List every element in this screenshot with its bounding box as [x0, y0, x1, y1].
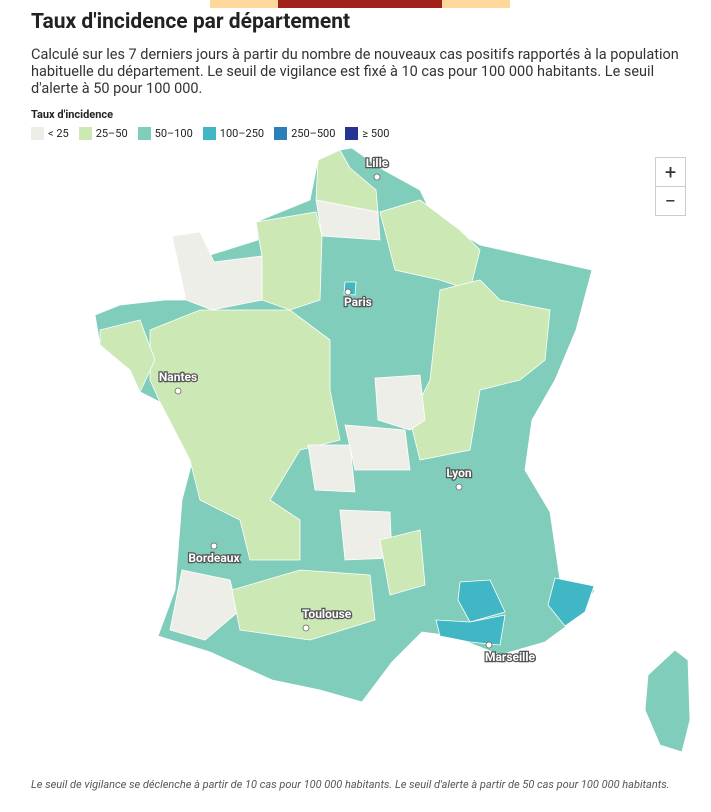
legend: < 25 25–50 50–100 100–250 250–500 ≥ 500: [31, 127, 389, 140]
region: [374, 374, 426, 431]
zoom-out[interactable]: −: [655, 186, 686, 216]
legend-item: < 25: [31, 127, 69, 140]
legend-label: 100–250: [219, 127, 265, 140]
title: Taux d'incidence par département: [31, 10, 351, 34]
legend-label: ≥ 500: [362, 127, 390, 140]
legend-item: 50–100: [137, 127, 193, 140]
city-label: Paris: [344, 295, 372, 309]
legend-label: 250–500: [291, 127, 336, 140]
footer-note: Le seuil de vigilance se déclenche à par…: [31, 778, 670, 791]
region: [149, 309, 341, 561]
legend-label: 25–50: [95, 127, 128, 140]
legend-item: ≥ 500: [345, 127, 389, 140]
region: [644, 649, 691, 753]
map: Lille Paris Nantes Lyon Bordeaux Toulouse Mars…: [94, 147, 691, 753]
city-label: Toulouse: [302, 607, 352, 621]
legend-title: Taux d'incidence: [31, 108, 114, 121]
legend-swatch: [345, 127, 359, 140]
city-dot: [485, 641, 493, 649]
city-label: Nantes: [159, 370, 197, 384]
city-label: Lyon: [446, 466, 471, 480]
banner: [210, 0, 510, 8]
legend-swatch: [78, 127, 92, 140]
city-dot: [302, 624, 310, 632]
region: [231, 569, 376, 641]
city-dot: [174, 387, 182, 395]
legend-swatch: [31, 127, 44, 140]
city-dot: [373, 173, 381, 181]
region: [435, 614, 506, 646]
legend-item: 100–250: [202, 127, 265, 140]
city-label: Lille: [366, 156, 389, 170]
region: [547, 577, 595, 627]
legend-label: < 25: [48, 127, 69, 140]
legend-swatch: [202, 127, 216, 140]
city-dot: [344, 288, 352, 296]
legend-item: 25–50: [78, 127, 128, 140]
legend-label: 50–100: [154, 127, 193, 140]
city-dot: [210, 542, 218, 550]
city-label: Bordeaux: [188, 551, 240, 565]
region: [315, 199, 381, 241]
city-label: Marseille: [485, 650, 535, 664]
region: [457, 579, 506, 623]
legend-swatch: [274, 127, 288, 140]
region: [169, 569, 239, 641]
region: [379, 529, 426, 596]
region: [344, 424, 411, 471]
region: [255, 211, 323, 311]
region: [379, 199, 481, 291]
subtitle: Calculé sur les 7 derniers jours à parti…: [31, 46, 679, 97]
legend-swatch: [137, 127, 151, 140]
city-dot: [455, 483, 463, 491]
region: [99, 319, 156, 393]
legend-item: 250–500: [274, 127, 335, 140]
region: [307, 444, 356, 493]
zoom-in[interactable]: +: [655, 157, 686, 187]
